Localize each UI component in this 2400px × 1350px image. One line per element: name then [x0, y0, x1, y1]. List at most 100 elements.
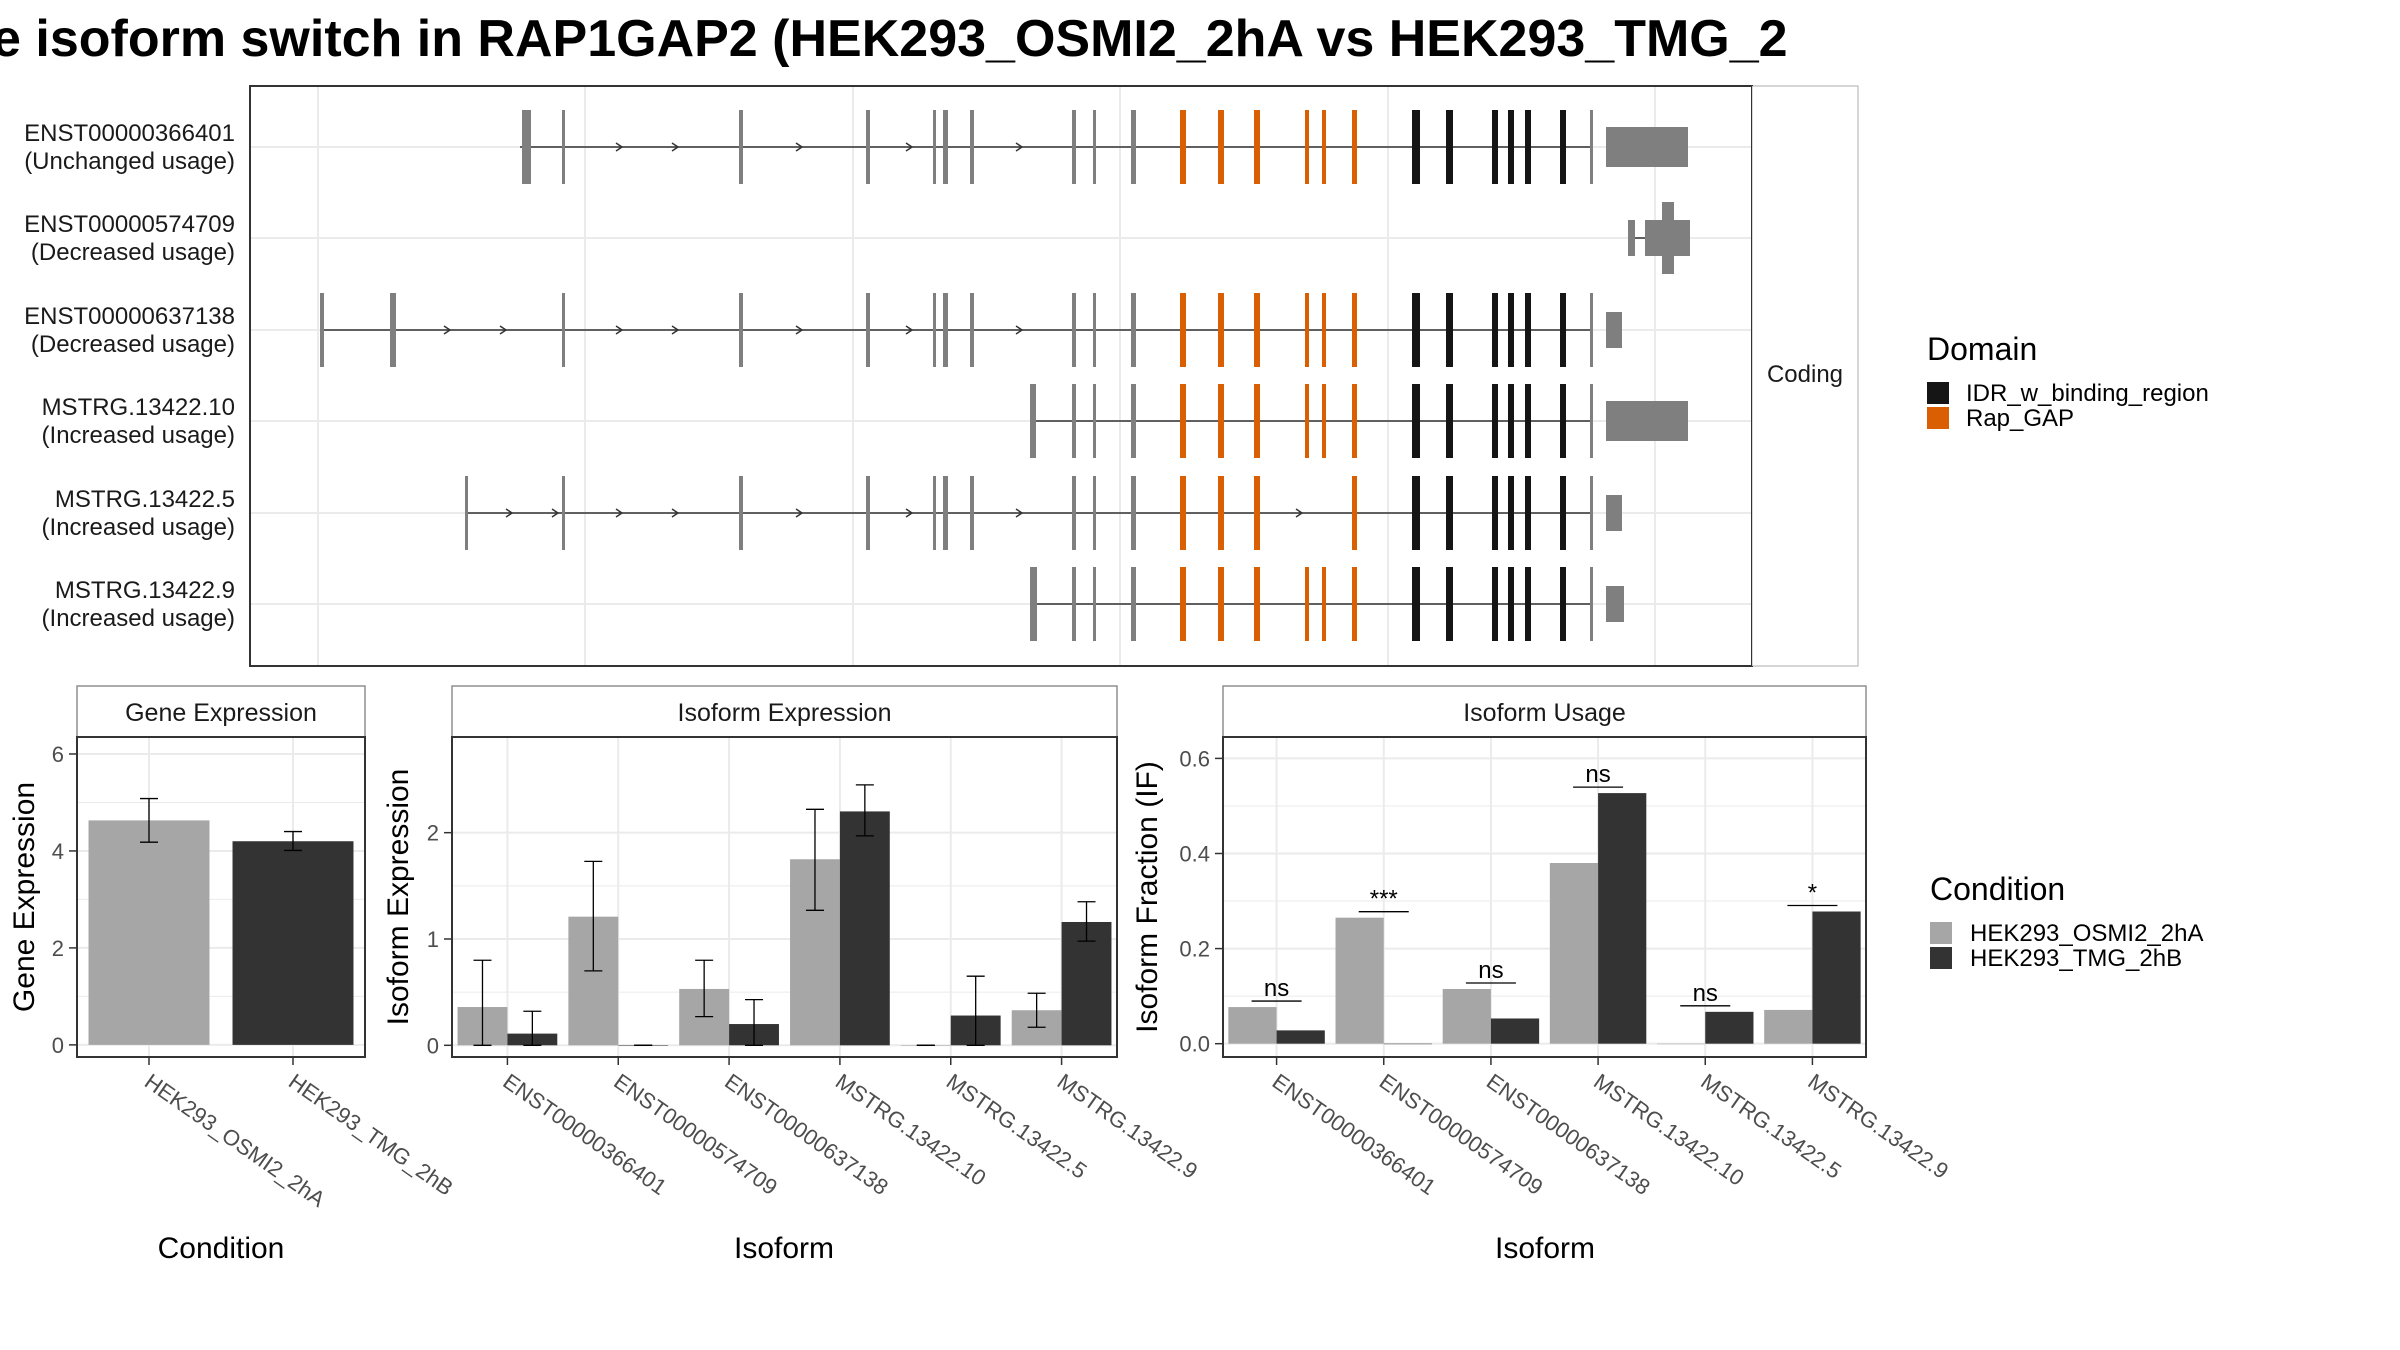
transcript-id-label: MSTRG.13422.5: [55, 486, 235, 513]
rapgap-exon: [1322, 110, 1326, 184]
bar-HEK293_TMG_2hB: [1383, 1043, 1432, 1045]
legend-key-cond2: [1930, 947, 1952, 969]
rapgap-exon: [1254, 476, 1260, 550]
exon-block: [1628, 220, 1635, 256]
transcript-track: [1628, 202, 1690, 274]
rapgap-exon: [1218, 384, 1224, 458]
panel-isoform-usage: Isoform Usagens***nsnsns*0.00.20.40.6ENS…: [1131, 685, 1953, 1265]
rapgap-exon: [1352, 384, 1357, 458]
exon-block: [739, 293, 743, 367]
idr-exon: [1412, 476, 1420, 550]
plot-frame: [76, 736, 366, 1058]
y-tick-label: 0.6: [1179, 746, 1210, 771]
coding-exon-block: [1662, 202, 1674, 274]
gene-structure-background: [250, 86, 1752, 666]
strand-arrow: [443, 325, 452, 335]
utr-block: [1606, 127, 1688, 167]
x-axis-title: Condition: [158, 1232, 285, 1265]
exon-block: [866, 476, 870, 550]
exon-block: [320, 293, 324, 367]
idr-exon: [1412, 384, 1420, 458]
exon-block: [1131, 110, 1136, 184]
idr-exon: [1412, 567, 1420, 641]
error-bar: [140, 797, 158, 843]
y-tick-label: 0: [427, 1033, 439, 1058]
y-tick-label: 2: [427, 821, 439, 846]
significance-label: ns: [1264, 975, 1289, 1002]
y-axis-title: Gene Expression: [8, 782, 41, 1012]
exon-block: [1093, 567, 1096, 641]
exon-block: [522, 110, 528, 184]
exon-block: [739, 110, 743, 184]
idr-exon: [1412, 110, 1420, 184]
plot-frame: [1222, 736, 1867, 1058]
transcript-track: [520, 110, 1688, 184]
legend-label-cond2: HEK293_TMG_2hB: [1970, 945, 2182, 972]
idr-exon: [1492, 110, 1498, 184]
exon-block: [866, 110, 870, 184]
bar-HEK293_TMG_2hB: [232, 841, 354, 1045]
idr-exon: [1492, 384, 1498, 458]
idr-exon: [1560, 476, 1566, 550]
legend-label-idr: IDR_w_binding_region: [1966, 380, 2209, 407]
strand-arrow: [905, 142, 914, 152]
transcript-labels: ENST00000366401(Unchanged usage) ENST0000…: [24, 120, 235, 632]
idr-exon: [1492, 293, 1498, 367]
bar-HEK293_TMG_2hB: [1598, 793, 1647, 1044]
strand-arrow: [1015, 325, 1024, 335]
x-axis-title: Isoform: [734, 1232, 834, 1265]
condition-legend-title: Condition: [1930, 871, 2065, 907]
significance-label: ns: [1693, 980, 1718, 1007]
transcript-usage-label: (Increased usage): [42, 514, 235, 541]
rapgap-exon: [1352, 293, 1357, 367]
strand-arrow: [551, 508, 560, 518]
significance-label: *: [1808, 880, 1817, 907]
idr-exon: [1560, 110, 1566, 184]
utr-block: [1606, 586, 1624, 622]
exon-block: [970, 110, 974, 184]
strand-arrow: [795, 508, 804, 518]
domain-legend: Domain IDR_w_binding_region Rap_GAP: [1927, 331, 2209, 432]
utr-block: [1606, 495, 1622, 531]
exon-block: [1131, 293, 1136, 367]
exon-block: [1590, 567, 1593, 641]
condition-legend: Condition HEK293_OSMI2_2hA HEK293_TMG_2h…: [1930, 871, 2203, 972]
transcript-track: [1030, 384, 1688, 458]
strand-arrow: [615, 508, 624, 518]
idr-exon: [1508, 293, 1514, 367]
strand-arrow: [615, 142, 624, 152]
error-bar: [805, 808, 824, 911]
legend-key-rapgap: [1927, 407, 1949, 429]
transcript-usage-label: (Decreased usage): [31, 331, 235, 358]
exon-block: [390, 293, 396, 367]
error-bar: [584, 860, 603, 972]
bar-HEK293_OSMI2_2hA: [1549, 863, 1599, 1044]
rapgap-exon: [1322, 567, 1326, 641]
facet-title: Isoform Usage: [1463, 699, 1626, 727]
rapgap-exon: [1305, 110, 1309, 184]
y-tick-label: 1: [427, 927, 439, 952]
strand-arrow: [1015, 508, 1024, 518]
exon-block: [1131, 476, 1136, 550]
bar-HEK293_TMG_2hB: [1061, 921, 1112, 1046]
legend-label-cond1: HEK293_OSMI2_2hA: [1970, 920, 2203, 947]
error-bar: [695, 959, 714, 1018]
idr-exon: [1492, 567, 1498, 641]
strand-arrow: [671, 508, 680, 518]
y-axis-title: Isoform Expression: [382, 769, 415, 1026]
strand-arrow: [671, 325, 680, 335]
exon-block: [1590, 476, 1593, 550]
transcript-usage-label: (Decreased usage): [31, 239, 235, 266]
exon-block: [465, 476, 468, 550]
rapgap-exon: [1254, 384, 1260, 458]
error-bar: [1027, 992, 1046, 1028]
exon-block: [1072, 384, 1076, 458]
bar-HEK293_TMG_2hB: [1276, 1030, 1325, 1044]
idr-exon: [1560, 567, 1566, 641]
exon-block: [866, 293, 870, 367]
bar-HEK293_TMG_2hB: [1490, 1018, 1540, 1044]
facet-strip: [76, 685, 366, 738]
exon-block: [1093, 293, 1096, 367]
x-axis-title: Isoform: [1495, 1232, 1595, 1265]
significance-label: ns: [1585, 761, 1610, 788]
